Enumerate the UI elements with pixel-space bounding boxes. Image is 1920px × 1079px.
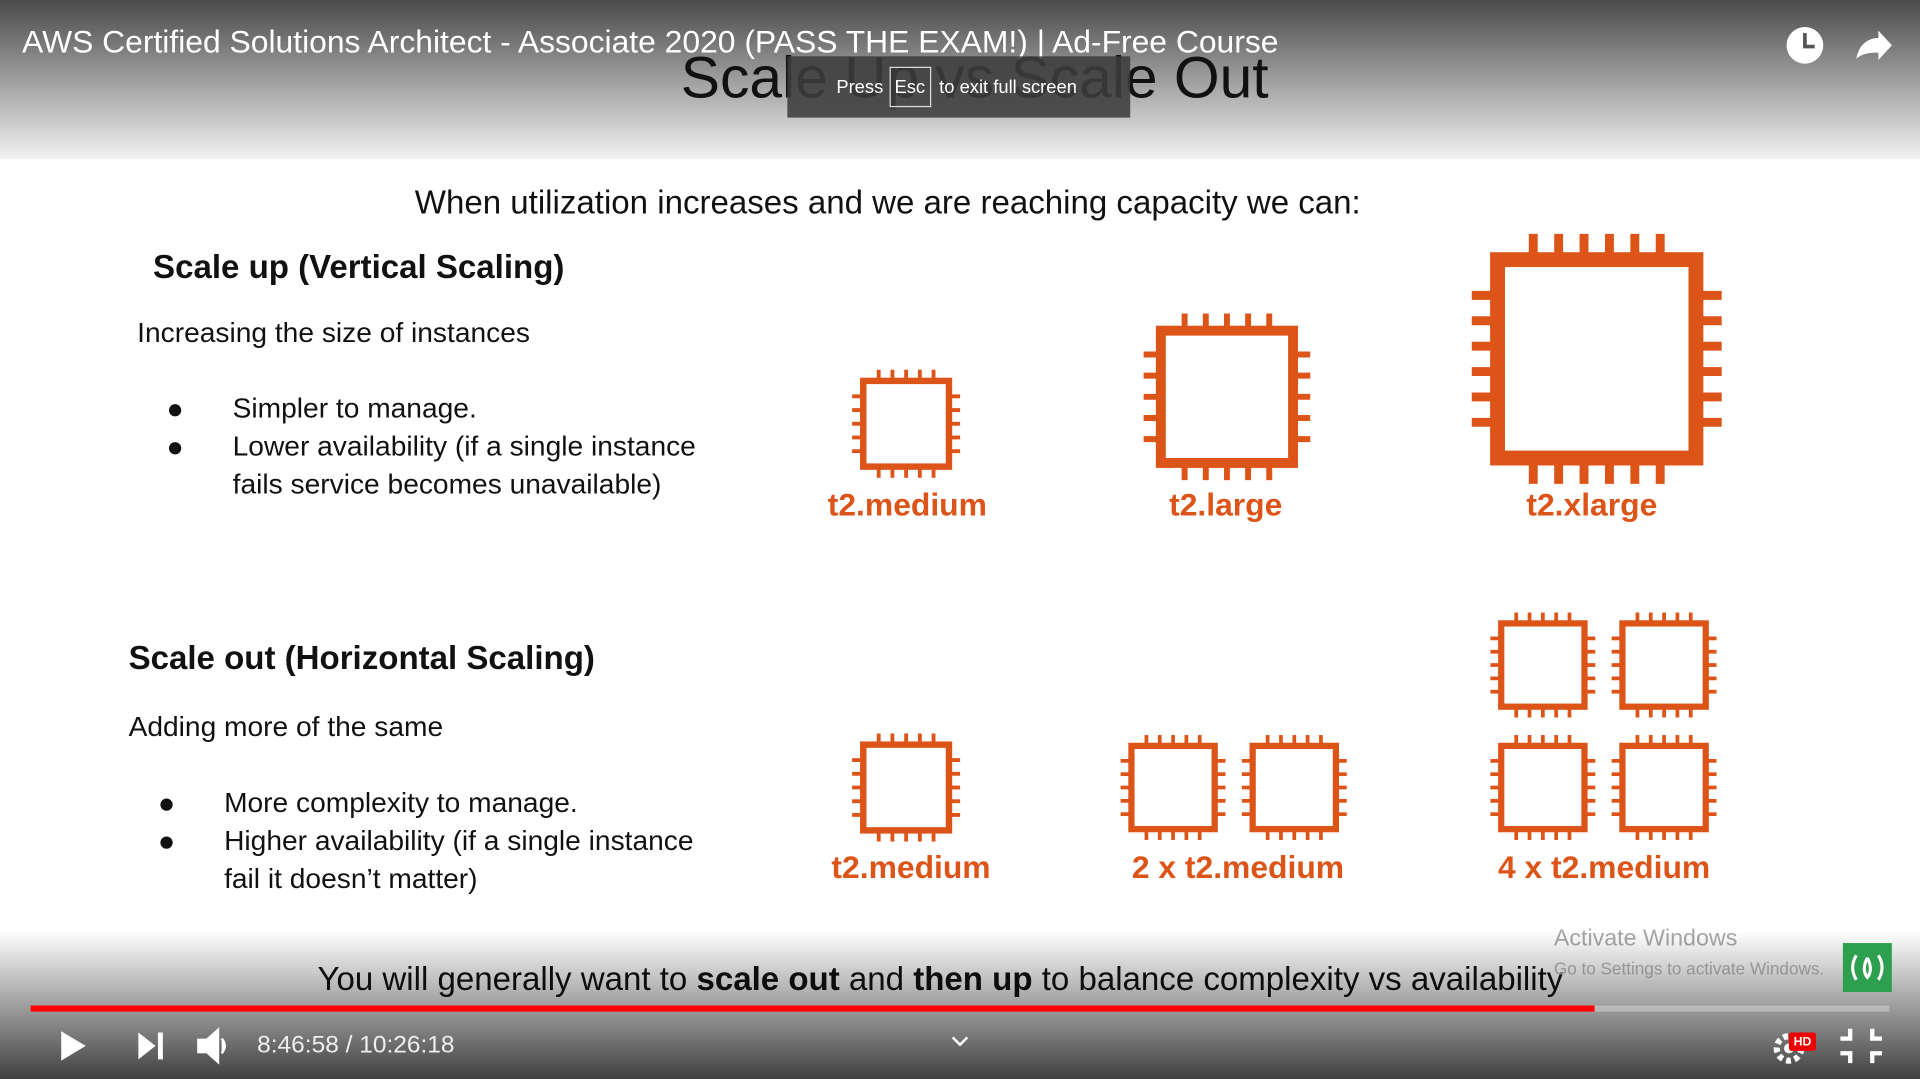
bullet-text: Higher availability (if a single instanc… bbox=[224, 825, 693, 856]
settings-button[interactable]: HD bbox=[1773, 1032, 1816, 1064]
bottom-gradient bbox=[0, 930, 1920, 1079]
bullet-dot bbox=[160, 836, 173, 849]
exit-fullscreen-button[interactable] bbox=[1840, 1028, 1883, 1064]
section-heading: Scale up (Vertical Scaling) bbox=[153, 249, 564, 286]
section-description: Adding more of the same bbox=[129, 711, 444, 742]
instance-label: 4 x t2.medium bbox=[1498, 849, 1710, 885]
slide-intro: When utilization increases and we are re… bbox=[415, 184, 1361, 221]
bullet-dot bbox=[160, 798, 173, 811]
section-description: Increasing the size of instances bbox=[137, 317, 530, 348]
bullet-dot bbox=[168, 442, 182, 455]
share-button[interactable] bbox=[1856, 30, 1892, 61]
notice-text: Press bbox=[836, 76, 883, 97]
chip-icon bbox=[1143, 313, 1311, 481]
chapter-chevron[interactable] bbox=[951, 1036, 969, 1047]
chip-icon bbox=[1490, 612, 1596, 718]
chip-icon bbox=[1611, 735, 1717, 840]
bullet-text: More complexity to manage. bbox=[224, 787, 578, 818]
chip-icon bbox=[1241, 735, 1347, 840]
instance-label: t2.medium bbox=[828, 486, 987, 522]
bullet-text: fails service becomes unavailable) bbox=[233, 469, 662, 500]
chip-icon bbox=[852, 369, 961, 478]
next-button[interactable] bbox=[138, 1032, 163, 1060]
chip-body bbox=[1490, 252, 1704, 466]
chip-icon bbox=[1471, 233, 1722, 484]
notice-key: Esc bbox=[894, 76, 925, 97]
video-title[interactable]: AWS Certified Solutions Architect - Asso… bbox=[22, 23, 1278, 59]
chip-icon bbox=[1490, 735, 1596, 840]
progress-played bbox=[30, 1005, 1595, 1012]
time-display: 8:46:58 / 10:26:18 bbox=[257, 1031, 454, 1058]
section-heading: Scale out (Horizontal Scaling) bbox=[129, 640, 595, 677]
watch-later-button[interactable] bbox=[1786, 26, 1824, 64]
instance-label: t2.medium bbox=[831, 849, 990, 885]
instance-label: 2 x t2.medium bbox=[1132, 849, 1344, 885]
play-button[interactable] bbox=[61, 1031, 86, 1061]
bullet-text: fail it doesn’t matter) bbox=[224, 863, 477, 894]
volume-button[interactable] bbox=[197, 1027, 226, 1065]
notice-text: to exit full screen bbox=[939, 76, 1077, 97]
hd-badge: HD bbox=[1794, 1034, 1812, 1048]
bullet-dot bbox=[168, 404, 182, 417]
chip-icon bbox=[1120, 735, 1226, 840]
slide-graphics: t2.medium t2.large t2.xlarge Simpler to man… bbox=[160, 233, 1722, 894]
bullet-text: Simpler to manage. bbox=[233, 393, 477, 424]
instance-label: t2.xlarge bbox=[1526, 486, 1657, 522]
bullet-text: Lower availability (if a single instance bbox=[233, 431, 696, 462]
chip-icon bbox=[1611, 612, 1717, 718]
channel-logo[interactable] bbox=[1842, 943, 1892, 993]
chip-icon bbox=[852, 733, 961, 842]
fullscreen-notice: Press Esc to exit full screen bbox=[787, 56, 1131, 118]
channel-logo-icon bbox=[1851, 954, 1884, 981]
instance-label: t2.large bbox=[1169, 486, 1282, 522]
